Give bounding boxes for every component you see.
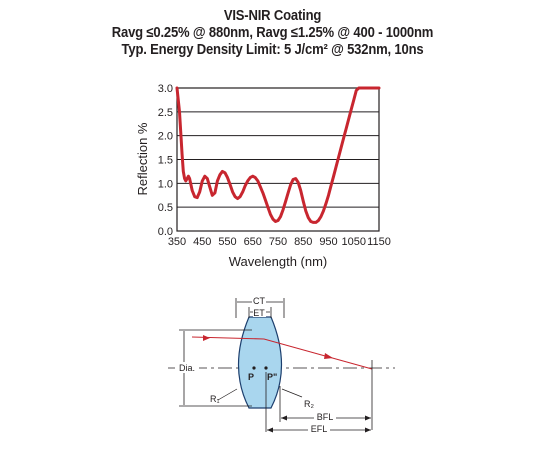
y-tick-label: 2.0 (158, 131, 173, 143)
dia-label: Dia. (179, 363, 195, 373)
x-tick-label: 650 (244, 236, 262, 248)
ct-label: CT (253, 296, 265, 306)
lens-body (237, 316, 283, 409)
r1-leader (217, 388, 238, 401)
et-label: ET (253, 308, 265, 318)
x-axis-label: Wavelength (nm) (229, 254, 328, 269)
chart-header: VIS-NIR Coating Ravg ≤0.25% @ 880nm, Rav… (0, 8, 545, 59)
bfl-label-bg (314, 412, 336, 422)
x-tick-label: 950 (319, 236, 337, 248)
y-tick-label: 2.5 (158, 107, 173, 119)
chart-subtitle-energy: Typ. Energy Density Limit: 5 J/cm² @ 532… (121, 42, 424, 58)
reflection-chart: 0.0 0.5 1.0 1.5 2.0 2.5 3.0 350 450 550 650 750 850… (135, 83, 391, 269)
x-tick-label: 1150 (367, 236, 391, 248)
lens-diagram: CT ET Dia. P P" R₁ R₂ BFL (168, 296, 395, 434)
x-tick-label: 750 (269, 236, 287, 248)
y-axis-label: Reflection % (135, 122, 150, 195)
y-tick-label: 1.0 (158, 178, 173, 190)
y-tick-labels: 0.0 0.5 1.0 1.5 2.0 2.5 3.0 (158, 83, 173, 238)
efl-label: EFL (311, 424, 328, 434)
ray-arrow-in (203, 335, 210, 341)
p-label: P (248, 372, 254, 382)
y-tick-label: 3.0 (158, 83, 173, 95)
efl-label-bg (308, 424, 330, 434)
chart-title: VIS-NIR Coating (223, 8, 322, 24)
x-tick-label: 850 (294, 236, 312, 248)
bfl-label: BFL (317, 412, 334, 422)
x-tick-label: 350 (168, 236, 186, 248)
light-ray (191, 336, 373, 370)
p2-label: P" (267, 372, 277, 382)
r2-leader (281, 388, 303, 398)
principal-point-1 (252, 366, 256, 370)
x-tick-label: 550 (218, 236, 236, 248)
r1-label: R₁ (210, 394, 220, 404)
ct-label-bg (252, 296, 266, 306)
y-tick-label: 1.5 (158, 155, 173, 167)
chart-subtitle-reflectance: Ravg ≤0.25% @ 880nm, Ravg ≤1.25% @ 400 -… (111, 25, 434, 41)
x-tick-labels: 350 450 550 650 750 850 950 1050 1150 (168, 236, 391, 248)
y-tick-label: 0.5 (158, 202, 173, 214)
x-tick-label: 450 (193, 236, 211, 248)
et-label-bg (253, 308, 266, 317)
r2-label: R₂ (304, 399, 314, 409)
x-tick-label: 1050 (342, 236, 366, 248)
reflection-curve (175, 86, 381, 224)
ray-arrow-out (324, 353, 333, 359)
y-tick-label: 0.0 (158, 226, 173, 238)
dia-label-bg (175, 362, 199, 373)
principal-point-2 (264, 366, 268, 370)
